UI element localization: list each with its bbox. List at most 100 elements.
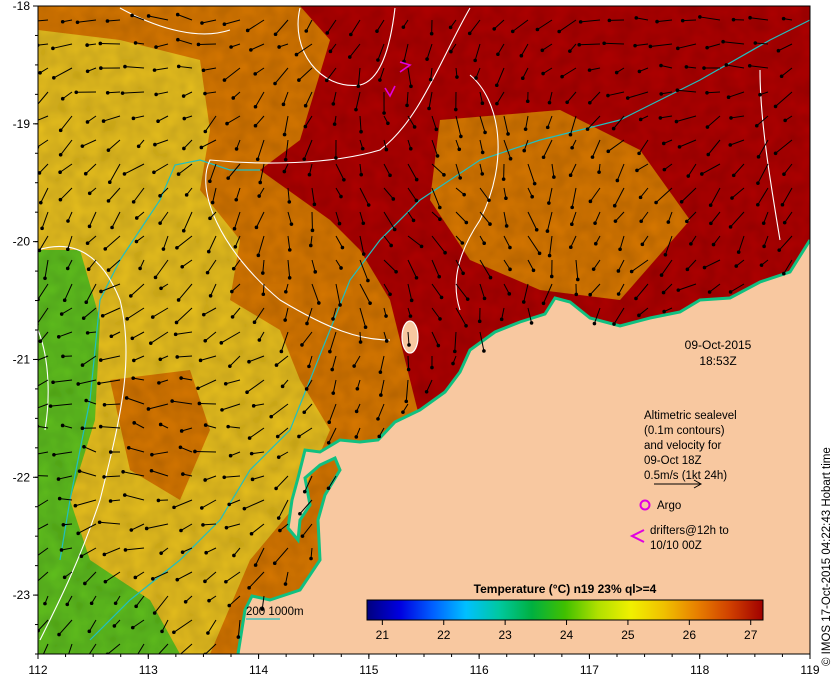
velocity-arrow (359, 187, 370, 206)
velocity-arrow-head (552, 175, 556, 179)
velocity-arrow-head (401, 410, 405, 414)
velocity-arrow (133, 422, 145, 429)
velocity-arrow-head (662, 167, 667, 172)
velocity-arrow-head (747, 63, 752, 68)
velocity-arrow-head (247, 359, 251, 364)
velocity-arrow-head (256, 253, 261, 258)
colorbar-title: Temperature (°C) n19 23% ql>=4 (474, 582, 657, 596)
velocity-arrow (228, 595, 241, 606)
velocity-arrow (250, 43, 265, 51)
velocity-arrow-head (179, 528, 183, 533)
velocity-arrow (730, 139, 745, 146)
velocity-arrow-head (412, 125, 417, 129)
velocity-arrow-head (112, 624, 117, 628)
velocity-arrow (376, 19, 385, 32)
velocity-arrow (203, 307, 217, 316)
velocity-arrow-head (634, 296, 638, 301)
velocity-arrow (664, 235, 673, 255)
velocity-arrow-head (276, 516, 281, 520)
velocity-arrow (660, 65, 673, 69)
velocity-arrow-head (108, 499, 113, 503)
velocity-arrow-head (698, 15, 702, 19)
velocity-arrow-head (126, 445, 131, 450)
velocity-arrow (503, 139, 512, 159)
velocity-arrow-head (435, 154, 440, 158)
velocity-arrow (274, 67, 289, 84)
velocity-arrow-head (761, 221, 766, 225)
velocity-arrow-head (224, 579, 228, 584)
velocity-arrow-head (679, 199, 684, 204)
velocity-arrow (183, 139, 193, 149)
velocity-arrow (349, 43, 361, 58)
velocity-arrow-head (482, 241, 486, 246)
velocity-arrow (77, 523, 97, 534)
velocity-arrow-head (38, 424, 40, 428)
velocity-arrow (78, 379, 97, 385)
velocity-arrow (548, 187, 553, 204)
velocity-arrow (205, 547, 217, 554)
velocity-arrow (543, 283, 553, 304)
velocity-arrow-head (781, 271, 786, 276)
velocity-arrow-head (181, 228, 186, 233)
velocity-arrow (763, 211, 769, 224)
velocity-arrow-head (226, 424, 230, 429)
velocity-arrow-head (274, 486, 278, 491)
velocity-arrow-head (309, 556, 313, 561)
velocity-arrow (566, 91, 577, 103)
velocity-arrow-head (154, 92, 158, 97)
velocity-arrow (126, 397, 145, 405)
velocity-arrow-head (384, 339, 389, 343)
velocity-arrow-head (197, 401, 202, 406)
velocity-arrow-head (625, 96, 630, 100)
velocity-arrow-head (272, 561, 277, 565)
velocity-arrow (128, 447, 145, 453)
y-axis: -18 -19 -20 -21 -22 -23 (13, 0, 38, 655)
velocity-arrow (108, 259, 121, 271)
velocity-arrow-head (686, 174, 691, 178)
velocity-arrow-head (496, 52, 500, 57)
velocity-arrow-head (359, 129, 363, 134)
velocity-arrow-head (560, 74, 564, 79)
velocity-arrow (38, 235, 49, 251)
velocity-arrow-head (133, 575, 138, 580)
velocity-arrow-head (483, 130, 487, 135)
velocity-arrow (244, 499, 265, 510)
velocity-arrow-head (300, 343, 304, 347)
velocity-arrow-head (62, 298, 67, 302)
velocity-arrow-head (228, 453, 233, 458)
velocity-arrow (255, 91, 265, 108)
velocity-arrow (383, 187, 394, 200)
velocity-arrow-head (219, 341, 224, 345)
velocity-arrow-head (152, 611, 157, 615)
velocity-arrow-head (130, 625, 135, 630)
velocity-arrow (60, 139, 73, 156)
velocity-arrow (225, 379, 241, 385)
velocity-arrow (403, 43, 409, 62)
velocity-arrow-head (131, 376, 136, 380)
velocity-arrow (181, 259, 193, 268)
velocity-arrow-head (547, 201, 551, 205)
velocity-arrow (549, 91, 553, 103)
velocity-arrow-head (659, 63, 663, 68)
velocity-arrow (607, 139, 625, 152)
velocity-arrow (64, 283, 73, 301)
velocity-arrow-head (480, 172, 485, 176)
velocity-arrow-head (340, 245, 345, 250)
velocity-arrow-head (297, 78, 301, 82)
velocity-arrow (561, 67, 577, 78)
velocity-arrow-head (205, 270, 210, 275)
velocity-arrow (176, 235, 193, 249)
velocity-arrow-head (531, 268, 536, 273)
velocity-arrow-head (253, 104, 258, 109)
velocity-arrow-head (200, 21, 204, 25)
velocity-arrow (775, 91, 793, 107)
colorbar-tick-label: 21 (376, 628, 390, 642)
velocity-arrow-head (756, 181, 760, 185)
velocity-arrow (50, 403, 73, 407)
velocity-arrow-head (253, 72, 258, 76)
velocity-arrow (431, 115, 437, 130)
velocity-arrow-head (414, 275, 419, 280)
velocity-arrow-head (98, 424, 103, 429)
velocity-arrow-head (523, 127, 528, 131)
velocity-arrow-head (207, 598, 211, 603)
